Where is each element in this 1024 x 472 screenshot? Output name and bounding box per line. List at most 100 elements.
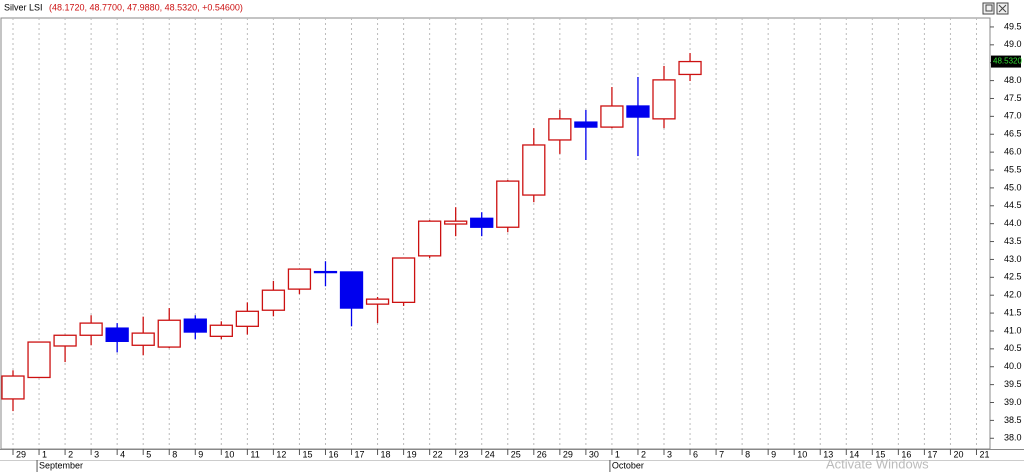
x-tick-label: 1 xyxy=(615,449,620,459)
x-tick-label: 23 xyxy=(459,449,469,459)
x-tick-label: 8 xyxy=(172,449,177,459)
x-tick-label: 15 xyxy=(875,449,885,459)
y-tick-label: 49.0 xyxy=(1004,39,1022,49)
y-tick-label: 40.0 xyxy=(1004,361,1022,371)
y-tick-label: 39.0 xyxy=(1004,397,1022,407)
y-tick-label: 43.5 xyxy=(1004,236,1022,246)
candle-body xyxy=(287,268,312,290)
x-tick-label: 29 xyxy=(563,449,573,459)
y-tick-label: 42.5 xyxy=(1004,272,1022,282)
x-tick-label: 9 xyxy=(198,449,203,459)
y-tick-label: 49.5 xyxy=(1004,21,1022,31)
chart-subtitle: (48.1720, 48.7700, 47.9880, 48.5320, +0.… xyxy=(49,2,243,12)
candle-body xyxy=(27,341,51,379)
last-price-label: 48.5320 xyxy=(993,57,1022,66)
x-tick-label: 29 xyxy=(16,449,26,459)
y-tick-label: 47.5 xyxy=(1004,93,1022,103)
x-tick-label: 10 xyxy=(797,449,807,459)
candle-body xyxy=(183,318,207,333)
restore-button[interactable] xyxy=(982,2,995,15)
candle-body xyxy=(261,289,286,311)
x-tick-label: 25 xyxy=(511,449,521,459)
x-tick-label: 30 xyxy=(589,449,599,459)
y-tick-label: 44.5 xyxy=(1004,200,1022,210)
x-tick-label: 19 xyxy=(407,449,417,459)
candle-body xyxy=(79,322,103,336)
x-tick-label: 20 xyxy=(953,449,963,459)
x-tick-label: 3 xyxy=(667,449,672,459)
x-tick-label: 26 xyxy=(537,449,547,459)
x-tick-label: 17 xyxy=(927,449,937,459)
y-tick-label: 45.5 xyxy=(1004,164,1022,174)
x-tick-label: 1 xyxy=(42,449,47,459)
candle-body xyxy=(105,327,129,342)
candle-body xyxy=(313,270,338,274)
candle-body xyxy=(391,257,416,304)
y-tick-label: 41.0 xyxy=(1004,325,1022,335)
x-tick-label: 5 xyxy=(146,449,151,459)
candle-body xyxy=(444,220,468,225)
candle-body xyxy=(157,319,181,348)
x-tick-label: 11 xyxy=(250,449,259,459)
candle-body xyxy=(626,105,650,118)
watermark: Activate Windows xyxy=(826,456,929,471)
x-tick-label: 24 xyxy=(485,449,495,459)
y-tick-label: 43.0 xyxy=(1004,254,1022,264)
month-label: September xyxy=(39,460,83,470)
y-tick-label: 46.0 xyxy=(1004,147,1022,157)
x-tick-label: 16 xyxy=(328,449,338,459)
x-tick-label: 7 xyxy=(719,449,724,459)
x-tick-label: 14 xyxy=(849,449,859,459)
y-tick-label: 38.5 xyxy=(1004,415,1022,425)
candle-body xyxy=(548,118,572,141)
x-tick-label: 22 xyxy=(433,449,443,459)
candle-body xyxy=(53,334,77,347)
candle-body xyxy=(652,79,676,120)
x-tick-label: 2 xyxy=(641,449,646,459)
x-tick-label: 10 xyxy=(224,449,234,459)
y-tick-label: 47.0 xyxy=(1004,111,1022,121)
candle-body xyxy=(235,310,260,327)
y-tick-label: 39.5 xyxy=(1004,379,1022,389)
month-label: October xyxy=(612,460,644,470)
candle-body xyxy=(678,60,702,76)
candle-body xyxy=(339,271,364,309)
x-tick-label: 3 xyxy=(94,449,99,459)
candle-body xyxy=(1,375,25,400)
candle-body xyxy=(209,324,233,337)
x-tick-label: 18 xyxy=(381,449,391,459)
x-tick-label: 12 xyxy=(276,449,286,459)
y-tick-label: 48.0 xyxy=(1004,75,1022,85)
x-tick-label: 21 xyxy=(979,449,989,459)
candle-body xyxy=(470,217,494,228)
y-tick-label: 41.5 xyxy=(1004,307,1022,317)
x-tick-label: 15 xyxy=(302,449,312,459)
x-tick-label: 13 xyxy=(823,449,833,459)
y-tick-label: 45.0 xyxy=(1004,182,1022,192)
y-tick-label: 46.5 xyxy=(1004,129,1022,139)
x-tick-label: 4 xyxy=(120,449,125,459)
x-tick-label: 2 xyxy=(68,449,73,459)
y-tick-label: 38.0 xyxy=(1004,433,1022,443)
y-tick-label: 42.0 xyxy=(1004,290,1022,300)
y-tick-label: 40.5 xyxy=(1004,343,1022,353)
x-tick-label: 8 xyxy=(745,449,750,459)
candle-body xyxy=(365,298,390,305)
close-icon xyxy=(998,4,1007,13)
restore-icon xyxy=(985,4,993,12)
y-tick-label: 44.0 xyxy=(1004,218,1022,228)
x-tick-label: 16 xyxy=(901,449,911,459)
candle-body xyxy=(131,332,155,346)
x-tick-label: 17 xyxy=(355,449,365,459)
candle-body xyxy=(417,220,442,257)
candle-body xyxy=(574,121,598,128)
candle-body xyxy=(496,180,520,228)
x-tick-label: 9 xyxy=(771,449,776,459)
candle-body xyxy=(522,144,546,196)
chart-title: Silver LSI xyxy=(4,2,43,12)
x-tick-label: 6 xyxy=(693,449,698,459)
last-price-box xyxy=(991,55,1021,68)
candle-body xyxy=(600,105,624,128)
window-buttons xyxy=(982,2,1009,15)
